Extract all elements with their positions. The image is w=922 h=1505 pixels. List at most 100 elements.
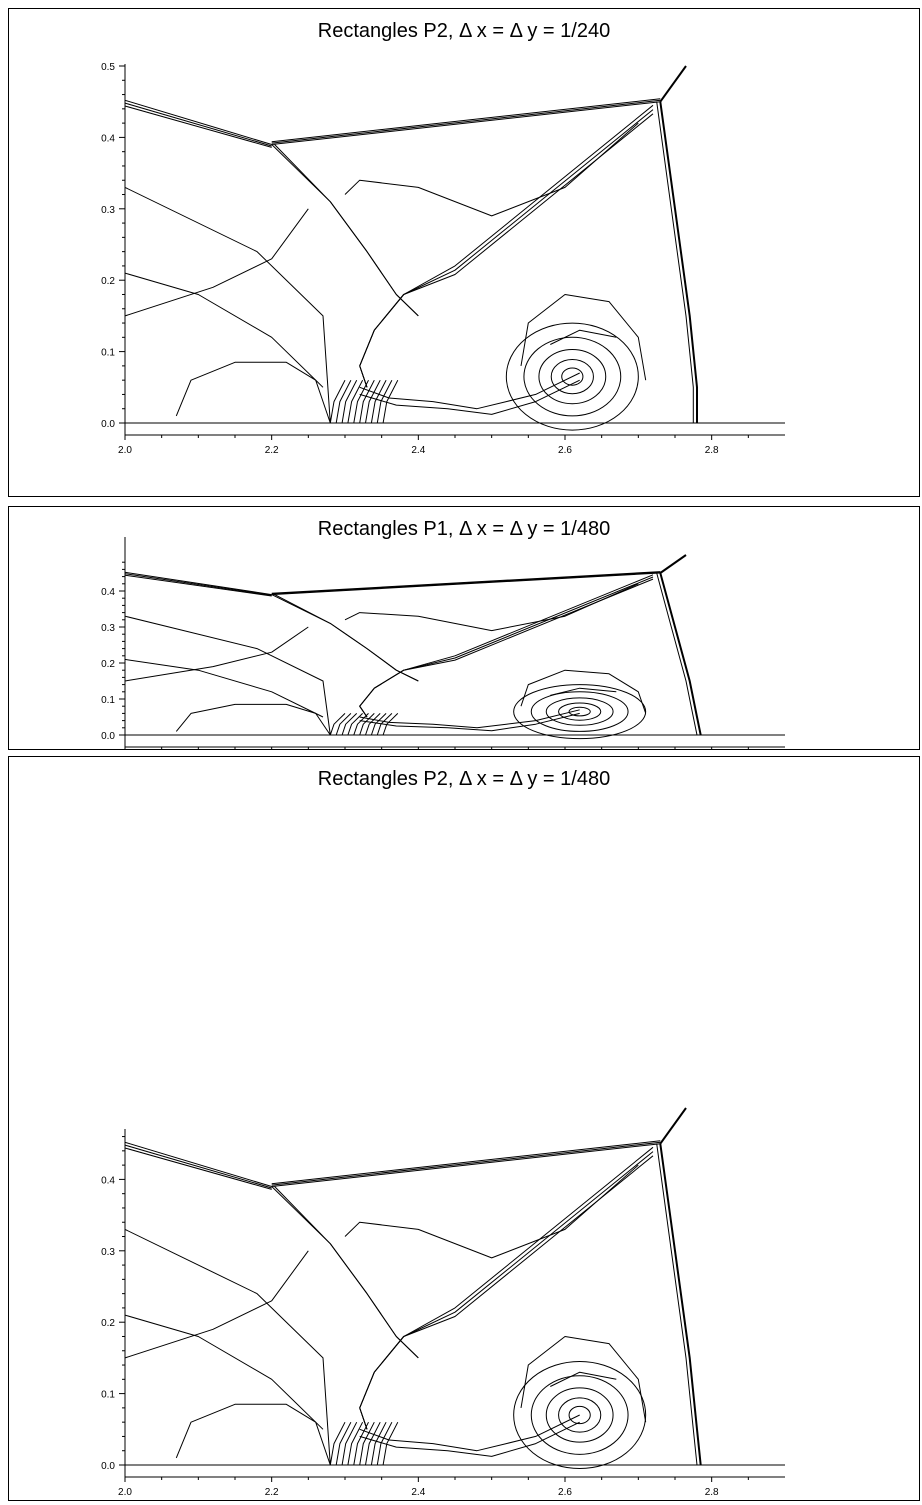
reflected-shock xyxy=(271,98,661,143)
vortex-contour xyxy=(523,336,622,417)
bubble-contour xyxy=(175,703,331,736)
chart-panel-2: Rectangles P1, Δ x = Δ y = 1/480 2.02.22… xyxy=(8,506,920,750)
shear-layer xyxy=(359,1421,580,1457)
chart-title: Rectangles P2, Δ x = Δ y = 1/480 xyxy=(317,768,611,790)
fan-contour xyxy=(341,1421,358,1466)
bow-shock xyxy=(659,572,702,736)
fan-contour xyxy=(347,1421,364,1466)
incident-shock xyxy=(124,102,272,147)
reflected-shock xyxy=(271,571,661,594)
y-tick-label: 0.4 xyxy=(101,587,115,598)
vortex-contour xyxy=(513,1361,647,1470)
density-lobe-inner xyxy=(550,687,617,696)
y-tick-label: 0.5 xyxy=(101,62,115,73)
reflected-shock xyxy=(271,572,661,596)
fan-contour xyxy=(382,379,399,424)
incident-shock xyxy=(124,105,272,148)
y-tick-label: 0.1 xyxy=(101,1390,115,1401)
mach-stem-upper xyxy=(659,1107,687,1145)
x-tick-label: 2.4 xyxy=(411,1487,425,1498)
expansion-contour xyxy=(124,1228,331,1466)
fan-contour xyxy=(359,1421,375,1466)
fan-contour xyxy=(353,1421,369,1466)
reflected-wave xyxy=(271,594,419,682)
fan-contour xyxy=(347,713,363,736)
expansion-contour xyxy=(124,658,324,718)
shear-layer xyxy=(359,712,580,732)
bubble-contour xyxy=(175,1403,331,1466)
fan-contour xyxy=(365,1421,381,1466)
density-lobe xyxy=(520,1336,647,1423)
x-tick-label: 2.0 xyxy=(118,445,132,456)
bow-shock-inner xyxy=(656,101,694,423)
fan-contour xyxy=(335,379,352,424)
vortex-contour xyxy=(545,1387,614,1443)
expansion-contour xyxy=(124,272,324,388)
slip-line xyxy=(359,109,654,388)
y-tick-label: 0.2 xyxy=(101,276,115,287)
vortex-contour xyxy=(505,322,639,431)
reflected-wave xyxy=(271,1186,419,1359)
vortex-contour xyxy=(513,684,647,740)
chart-plot: 2.02.22.42.62.80.00.10.20.30.4 xyxy=(101,537,785,749)
fan-contour xyxy=(335,713,352,736)
bow-shock-inner xyxy=(656,572,698,736)
fan-contour xyxy=(370,1421,387,1466)
reflected-shock xyxy=(271,571,661,595)
mach-stem-upper xyxy=(659,65,687,103)
slip-line xyxy=(359,578,654,718)
incident-shock xyxy=(124,1141,272,1187)
density-lobe xyxy=(520,294,647,381)
y-tick-label: 0.0 xyxy=(101,419,115,430)
bubble-contour xyxy=(175,361,331,424)
density-lobe xyxy=(520,669,647,714)
x-tick-label: 2.0 xyxy=(118,1487,132,1498)
fan-contour xyxy=(376,379,393,424)
upper-contour xyxy=(344,1164,639,1259)
expansion-contour xyxy=(124,615,331,736)
fan-contour xyxy=(370,713,387,736)
y-tick-label: 0.1 xyxy=(101,348,115,359)
y-tick-label: 0.1 xyxy=(101,695,115,706)
fan-contour xyxy=(329,379,346,424)
vortex-contour xyxy=(530,1375,629,1455)
fan-contour xyxy=(341,379,358,424)
vortex-contour xyxy=(538,348,607,405)
x-tick-label: 2.2 xyxy=(265,1487,279,1498)
x-tick-label: 2.6 xyxy=(558,445,572,456)
bow-shock-inner xyxy=(656,1143,698,1466)
fan-contour xyxy=(341,713,358,736)
slip-line xyxy=(359,1155,654,1430)
slip-line xyxy=(359,113,654,388)
x-tick-label: 2.8 xyxy=(705,445,719,456)
fan-contour xyxy=(376,713,393,736)
density-lobe-inner xyxy=(550,329,617,345)
y-tick-label: 0.2 xyxy=(101,659,115,670)
vortex-contour xyxy=(558,702,602,721)
fan-contour xyxy=(335,1421,352,1466)
fan-contour xyxy=(329,1421,346,1466)
bow-shock xyxy=(659,1143,702,1466)
y-tick-label: 0.4 xyxy=(101,133,115,144)
fan-contour xyxy=(376,1421,393,1466)
slip-line xyxy=(359,1151,654,1430)
vortex-contour xyxy=(568,1405,591,1425)
vortex-contour xyxy=(558,1397,602,1433)
chart-title: Rectangles P1, Δ x = Δ y = 1/480 xyxy=(317,518,611,540)
reflected-wave xyxy=(274,1186,419,1359)
density-lobe-inner xyxy=(550,1371,617,1387)
vortex-contour xyxy=(568,706,591,717)
vortex-contour xyxy=(550,358,594,395)
fan-contour xyxy=(382,1421,399,1466)
x-tick-label: 2.6 xyxy=(558,1487,572,1498)
fan-contour xyxy=(359,713,375,736)
vortex-contour xyxy=(545,697,614,726)
expansion-contour xyxy=(124,1314,324,1430)
reflected-shock xyxy=(271,1141,661,1186)
chart-title: Rectangles P2, Δ x = Δ y = 1/240 xyxy=(317,20,611,42)
y-tick-label: 0.3 xyxy=(101,205,115,216)
chart-panel-3: Rectangles P2, Δ x = Δ y = 1/480 2.0 2.2 2… xyxy=(8,756,920,1501)
fan-contour xyxy=(365,379,381,424)
y-tick-label: 0.4 xyxy=(101,1175,115,1186)
